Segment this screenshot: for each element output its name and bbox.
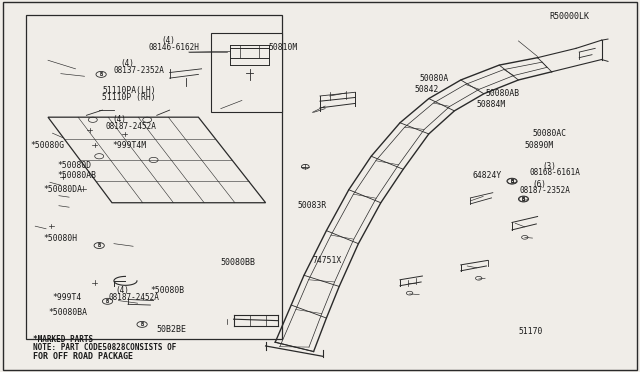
- Text: (4): (4): [161, 36, 175, 45]
- Text: 74751X: 74751X: [312, 256, 342, 265]
- Text: *50080BA: *50080BA: [48, 308, 87, 317]
- Text: NOTE: PART CODE50828CONSISTS OF: NOTE: PART CODE50828CONSISTS OF: [33, 343, 177, 352]
- Text: 51110P (RH): 51110P (RH): [102, 93, 156, 102]
- Text: (4): (4): [120, 60, 134, 68]
- Text: 08146-6162H: 08146-6162H: [148, 43, 199, 52]
- Text: 50884M: 50884M: [477, 100, 506, 109]
- Text: B: B: [511, 179, 513, 184]
- Text: B: B: [510, 179, 514, 184]
- Text: (4): (4): [115, 286, 129, 295]
- Text: B: B: [106, 299, 109, 304]
- Bar: [211, 33, 282, 112]
- Text: 08137-2352A: 08137-2352A: [114, 66, 164, 75]
- Text: (3): (3): [543, 162, 557, 171]
- Text: *50080D: *50080D: [58, 161, 92, 170]
- Text: 08187-2452A: 08187-2452A: [109, 293, 159, 302]
- Text: 50B2BE: 50B2BE: [157, 325, 187, 334]
- Text: (6): (6): [532, 180, 547, 189]
- Text: B: B: [141, 322, 143, 327]
- Text: 50080BB: 50080BB: [221, 258, 256, 267]
- Text: 50080AC: 50080AC: [532, 129, 566, 138]
- Text: B: B: [100, 72, 102, 77]
- Text: 50083R: 50083R: [298, 201, 327, 210]
- Text: 08187-2352A: 08187-2352A: [520, 186, 570, 195]
- Text: 64824Y: 64824Y: [472, 171, 502, 180]
- Text: 08168-6161A: 08168-6161A: [530, 169, 580, 177]
- Text: 50890M: 50890M: [525, 141, 554, 150]
- Text: B: B: [522, 196, 525, 202]
- Text: 08187-2452A: 08187-2452A: [106, 122, 156, 131]
- Text: 51170: 51170: [518, 327, 543, 336]
- Text: (4): (4): [112, 115, 126, 124]
- Text: B: B: [522, 196, 525, 202]
- Text: *999T4M: *999T4M: [112, 141, 146, 150]
- Text: B: B: [98, 243, 100, 248]
- Text: *50080AB: *50080AB: [58, 171, 97, 180]
- Text: *50080B: *50080B: [150, 286, 184, 295]
- Text: *50080H: *50080H: [44, 234, 77, 243]
- Text: 50080A: 50080A: [419, 74, 449, 83]
- Text: *50080DA: *50080DA: [44, 185, 83, 194]
- Text: 50810M: 50810M: [269, 43, 298, 52]
- Text: R50000LK: R50000LK: [549, 12, 589, 21]
- Text: FOR OFF ROAD PACKAGE: FOR OFF ROAD PACKAGE: [33, 352, 133, 360]
- Text: 51110PA(LH): 51110PA(LH): [102, 86, 156, 95]
- Text: 50080AB: 50080AB: [485, 89, 519, 98]
- Text: 50842: 50842: [415, 85, 439, 94]
- Text: *999T4: *999T4: [52, 293, 82, 302]
- Bar: [26, 15, 282, 339]
- Text: *50080G: *50080G: [31, 141, 65, 150]
- Text: *MARKED PARTS: *MARKED PARTS: [33, 335, 93, 344]
